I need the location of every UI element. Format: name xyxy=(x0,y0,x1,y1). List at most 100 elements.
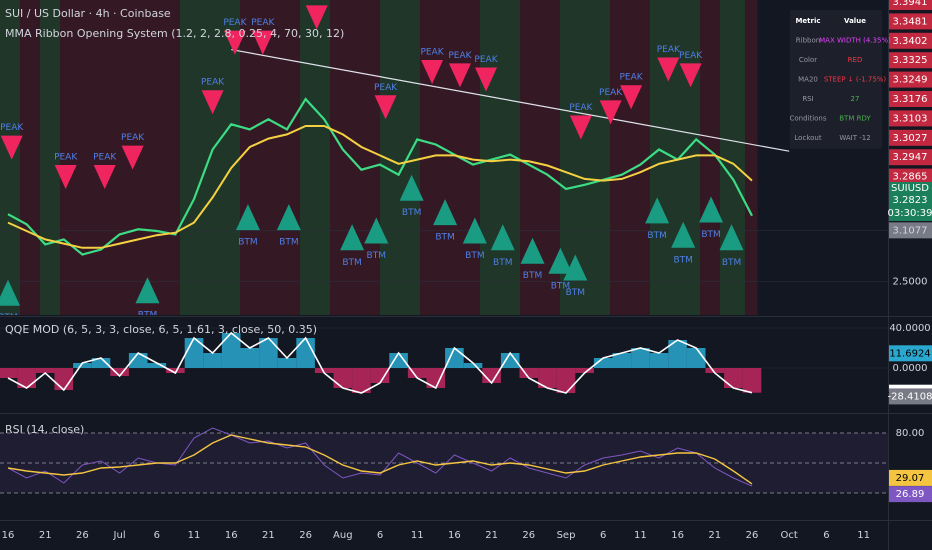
value-tag: 3.3249 xyxy=(893,75,928,86)
table-metric: RSI xyxy=(802,95,813,103)
table-value: RED xyxy=(848,56,863,64)
qqe-bar xyxy=(500,353,520,368)
bottom-label: BTM xyxy=(673,255,692,265)
qqe-bar xyxy=(277,358,297,368)
peak-label: PEAK xyxy=(474,55,498,65)
value-tag-bg xyxy=(889,110,932,127)
x-tick-label: 21 xyxy=(708,530,721,541)
qqe-bar xyxy=(463,363,483,368)
qqe-bar xyxy=(724,368,743,388)
value-tag: 26.89 xyxy=(896,489,925,500)
value-tag-bg xyxy=(889,486,932,503)
x-tick-label: Aug xyxy=(333,530,353,541)
x-tick-label: 26 xyxy=(299,530,312,541)
regime-background xyxy=(0,0,758,315)
x-tick-label: 26 xyxy=(522,530,535,541)
x-tick-label: 6 xyxy=(377,530,383,541)
qqe-bar xyxy=(426,368,446,388)
value-tag: 3.3941 xyxy=(893,0,928,8)
qqe-bar xyxy=(705,368,725,373)
qqe-bar xyxy=(314,368,334,373)
peak-marker xyxy=(569,115,592,140)
value-tag-bg xyxy=(889,13,932,30)
x-tick-label: 6 xyxy=(600,530,606,541)
value-tag: 3.2865 xyxy=(893,172,928,183)
series-line xyxy=(7,434,753,485)
bottom-label: BTM xyxy=(523,271,542,281)
qqe-bar xyxy=(221,333,241,368)
table-value: BTM RDY xyxy=(839,114,871,122)
x-tick-label: 21 xyxy=(39,530,52,541)
bottom-label: BTM xyxy=(551,281,570,291)
indicator-title: MMA Ribbon Opening System (1.2, 2, 2.8, … xyxy=(5,27,344,40)
series-line xyxy=(7,331,753,394)
x-tick-label: 21 xyxy=(262,530,275,541)
peak-marker xyxy=(93,165,116,189)
value-tag-bg xyxy=(889,91,932,107)
bottom-marker xyxy=(399,174,424,201)
bottom-label: BTM xyxy=(402,208,421,218)
table-value: WAIT -12 xyxy=(839,134,870,142)
qqe-bar xyxy=(35,368,55,373)
trendline xyxy=(231,48,790,152)
value-tag-bg xyxy=(889,168,932,185)
bottom-marker xyxy=(490,224,515,251)
qqe-bar xyxy=(631,348,650,368)
x-tick-label: Sep xyxy=(557,530,576,541)
qqe-bar xyxy=(556,368,576,393)
qqe-bar xyxy=(17,368,36,388)
qqe-bar xyxy=(296,338,315,368)
bottom-label: BTM xyxy=(367,251,386,261)
peak-label: PEAK xyxy=(93,153,117,163)
peak-label: PEAK xyxy=(420,48,444,58)
bottom-marker xyxy=(462,217,487,244)
value-tag-bg xyxy=(889,52,932,69)
table-metric: Lockout xyxy=(794,134,821,142)
peak-label: PEAK xyxy=(599,88,623,98)
countdown-tag-bg xyxy=(889,205,932,221)
regime-background xyxy=(0,0,20,315)
qqe-bar xyxy=(742,368,762,393)
bottom-marker xyxy=(135,277,160,304)
bottom-marker xyxy=(235,204,260,231)
value-tag: 3.3176 xyxy=(893,94,928,105)
regime-background xyxy=(300,0,330,315)
peak-marker xyxy=(0,135,23,160)
y-tick-label: 80.00 xyxy=(896,428,925,439)
value-tag-bg xyxy=(889,32,932,49)
qqe-bar xyxy=(538,368,557,388)
y-tick-label: 3.1077 xyxy=(893,225,928,236)
peak-marker xyxy=(599,100,622,125)
price-tag: 3.2823 xyxy=(893,195,928,206)
regime-background xyxy=(560,0,610,315)
qqe-bar xyxy=(259,338,278,368)
table-metric: MA20 xyxy=(798,75,818,83)
qqe-bar xyxy=(73,363,92,368)
table-metric: Conditions xyxy=(789,114,826,122)
bottom-marker xyxy=(0,279,20,306)
value-tag-bg xyxy=(889,0,932,10)
bottom-label: BTM xyxy=(238,238,257,248)
symbol-tag-bg xyxy=(889,182,932,207)
bottom-label: BTM xyxy=(435,233,454,243)
qqe-bar xyxy=(370,368,390,383)
peak-marker xyxy=(620,85,643,110)
value-tag-bg xyxy=(889,149,932,166)
table-header: Value xyxy=(844,17,866,25)
peak-marker xyxy=(251,30,274,55)
table-value: 27 xyxy=(851,95,860,103)
peak-label: PEAK xyxy=(620,73,644,83)
peak-label: PEAK xyxy=(657,45,681,55)
qqe-bar xyxy=(110,368,129,376)
x-tick-label: 11 xyxy=(857,530,870,541)
peak-label: PEAK xyxy=(54,153,78,163)
peak-label: PEAK xyxy=(223,18,247,28)
x-tick-label: 16 xyxy=(671,530,684,541)
table-value: MAX WIDTH (4.35%) xyxy=(819,36,891,44)
y-tick-label-bg xyxy=(889,273,932,290)
x-tick-label: 16 xyxy=(2,530,15,541)
peak-marker xyxy=(679,63,702,88)
value-tag-bg xyxy=(889,388,932,405)
status-table xyxy=(790,10,882,149)
